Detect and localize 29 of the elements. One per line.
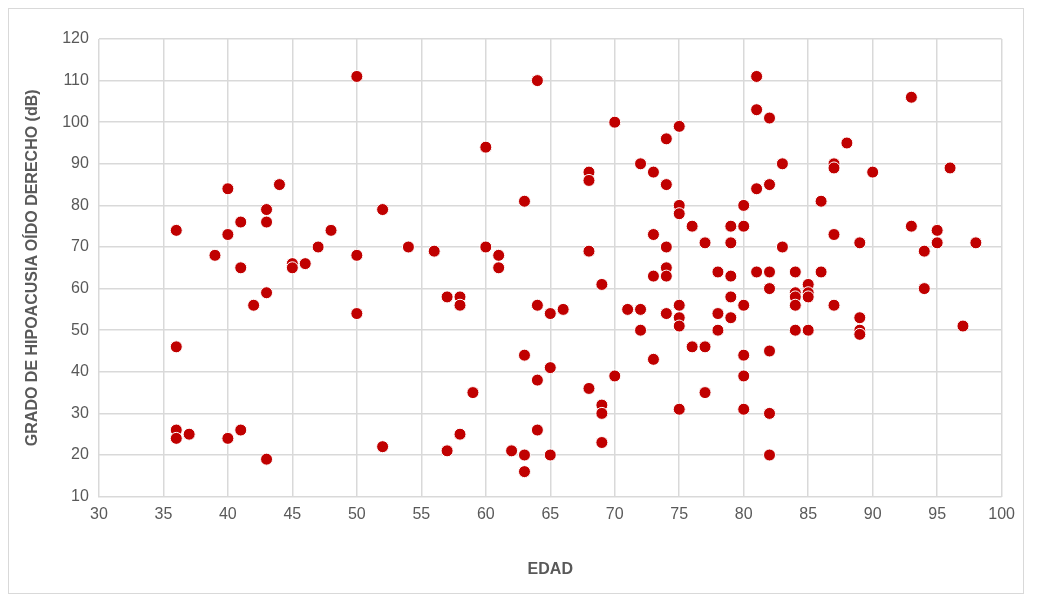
y-tick-label: 80 — [71, 195, 89, 213]
y-tick-label: 20 — [71, 445, 89, 463]
x-tick-label: 40 — [218, 504, 237, 522]
y-tick-label: 50 — [71, 320, 89, 338]
y-tick-label: 30 — [71, 403, 89, 421]
x-tick-label: 70 — [605, 504, 624, 522]
x-tick-label: 90 — [863, 504, 882, 522]
x-tick-label: 100 — [988, 504, 1016, 522]
x-tick-label: 50 — [347, 504, 366, 522]
x-tick-label: 55 — [412, 504, 431, 522]
y-tick-label: 90 — [71, 154, 89, 172]
y-tick-label: 110 — [63, 71, 89, 89]
x-tick-label: 60 — [476, 504, 495, 522]
y-tick-label: 70 — [71, 237, 89, 255]
y-axis-title: GRADO DE HIPOACUSIA OÍDO DERECHO (dB) — [22, 89, 41, 447]
x-tick-label: 85 — [799, 504, 818, 522]
y-tick-label: 120 — [62, 29, 89, 47]
x-tick-label: 65 — [541, 504, 560, 522]
y-tick-label: 100 — [62, 112, 89, 130]
y-tick-label: 10 — [71, 487, 89, 505]
x-tick-label: 95 — [928, 504, 947, 522]
x-tick-label: 35 — [154, 504, 173, 522]
y-tick-label: 60 — [71, 279, 89, 297]
x-tick-label: 30 — [90, 504, 108, 522]
x-tick-label: 75 — [670, 504, 689, 522]
x-tick-label: 45 — [283, 504, 302, 522]
x-tick-label: 80 — [734, 504, 753, 522]
x-axis-title: EDAD — [527, 559, 573, 577]
y-tick-label: 40 — [71, 362, 89, 380]
